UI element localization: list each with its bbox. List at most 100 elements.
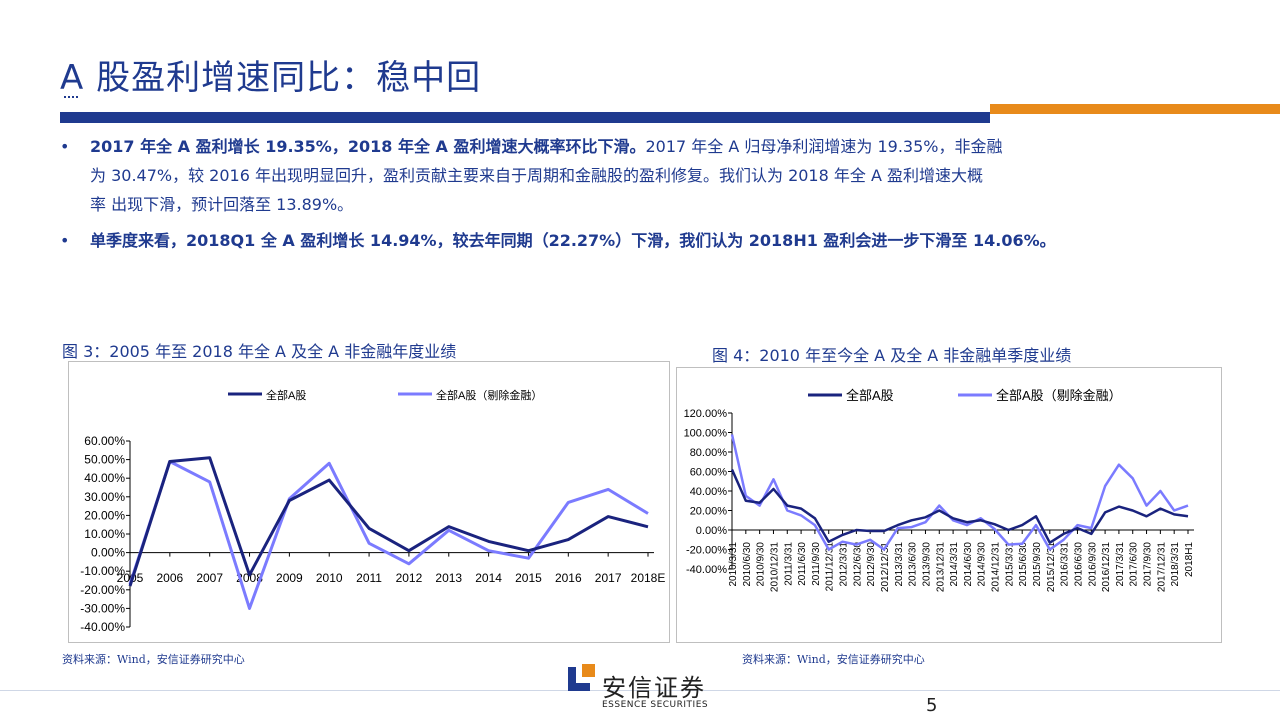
slide-title: A 股盈利增速同比：稳中回: [60, 58, 482, 98]
y-tick-label: 0.00%: [91, 546, 125, 560]
bullet-item-2: • 单季度来看，2018Q1 全 A 盈利增长 14.94%，较去年同期（22.…: [56, 226, 1256, 255]
bullet-1-line-1: 2017 年全 A 盈利增长 19.35%，2018 年全 A 盈利增速大概率环…: [90, 132, 1256, 161]
x-tick-label: 2015/12/31: [1046, 542, 1057, 592]
x-tick-label: 2017/3/31: [1115, 542, 1126, 587]
y-tick-label: 60.00%: [690, 467, 728, 479]
series-line-2: [128, 460, 649, 610]
x-tick-label: 2015: [515, 571, 542, 585]
x-tick-label: 2005: [117, 571, 144, 585]
bullet-2-bold: 单季度来看，2018Q1 全 A 盈利增长 14.94%，较去年同期（22.27…: [90, 231, 1056, 250]
y-tick-label: -40.00%: [686, 564, 727, 576]
x-tick-label: 2012/3/31: [839, 542, 850, 587]
figure4-chart: 120.00% 100.00% 80.00% 60.00% 40.00% 20.00% 0.…: [676, 367, 1222, 643]
x-tick-label: 2013/6/30: [908, 542, 919, 587]
bullet-1-line-2: 为 30.47%，较 2016 年出现明显回升，盈利贡献主要来自于周期和金融股的…: [90, 166, 983, 185]
y-tick-label: 80.00%: [690, 447, 728, 459]
figure3-caption: 图 3：2005 年至 2018 年全 A 及全 A 非金融年度业绩: [62, 342, 457, 361]
y-tick-label: 50.00%: [84, 453, 125, 467]
x-tick-label: 2011/6/30: [797, 542, 808, 586]
y-tick-label: -10.00%: [80, 564, 125, 578]
x-tick-label: 2010: [316, 571, 343, 585]
x-tick-label: 2018/3/31: [1170, 542, 1181, 587]
x-tick-label: 2017/12/31: [1156, 542, 1167, 592]
x-tick-label: 2011/3/31: [783, 542, 794, 586]
x-tick-label: 2010/3/31: [728, 542, 739, 587]
x-tick-label: 2010/9/30: [756, 542, 767, 587]
legend-label-2: 全部A股（剔除金融）: [436, 388, 542, 402]
y-tick-label: 100.00%: [684, 428, 728, 440]
y-tick-label: -30.00%: [80, 601, 125, 615]
x-tick-label: 2013/3/31: [894, 542, 905, 587]
x-tick-label: 2016/9/30: [1087, 542, 1098, 587]
bullet-item-1: • 2017 年全 A 盈利增长 19.35%，2018 年全 A 盈利增速大概…: [56, 132, 1256, 219]
bullet-1-bold: 2017 年全 A 盈利增长 19.35%，2018 年全 A 盈利增速大概率环…: [90, 137, 646, 156]
x-tick-label: 2015/3/31: [1004, 542, 1015, 587]
y-tick-label: -20.00%: [686, 545, 727, 557]
x-tick-label: 2016/12/31: [1101, 542, 1112, 592]
y-tick-label: 10.00%: [84, 527, 125, 541]
x-tick-label: 2011/12/31: [825, 542, 836, 592]
x-tick-label: 2010/6/30: [742, 542, 753, 587]
title-marker: [64, 96, 78, 102]
y-tick-label: 0.00%: [696, 525, 727, 537]
y-tick-label: -40.00%: [80, 620, 125, 634]
figure3-chart: 60.00% 50.00% 40.00% 30.00% 20.00% 10.00% 0.00…: [68, 361, 670, 643]
series-line-1: [730, 468, 1189, 544]
footer-line: [0, 690, 1280, 691]
page-number: 5: [926, 695, 938, 716]
series-line-1: [128, 456, 649, 587]
x-tick-label: 2017/9/30: [1143, 542, 1154, 587]
y-tick-label: 20.00%: [690, 506, 728, 518]
x-tick-label: 2013/9/30: [921, 542, 932, 587]
x-tick-label: 2014: [475, 571, 502, 585]
x-tick-label: 2014/6/30: [963, 542, 974, 587]
x-tick-label: 2016/6/30: [1073, 542, 1084, 587]
series-line-2: [730, 434, 1189, 551]
figure4-caption: 图 4：2010 年至今全 A 及全 A 非金融单季度业绩: [712, 346, 1072, 365]
company-logo-subtitle: ESSENCE SECURITIES: [602, 700, 709, 710]
chart-frame: [676, 367, 1222, 643]
x-tick-label: 2011: [356, 571, 382, 585]
x-tick-label: 2018H1: [1184, 542, 1195, 577]
legend-label-2: 全部A股（剔除金融）: [996, 388, 1122, 403]
y-tick-label: 40.00%: [690, 486, 728, 498]
bullet-dot: •: [60, 137, 70, 156]
company-logo-icon: [568, 664, 595, 691]
legend-label-1: 全部A股: [846, 388, 894, 403]
figure4-source: 资料来源：Wind，安信证券研究中心: [742, 653, 925, 666]
y-tick-label: 30.00%: [84, 490, 125, 504]
x-tick-label: 2013: [435, 571, 462, 585]
x-tick-label: 2010/12/31: [769, 542, 780, 592]
company-logo-name: 安信证券: [602, 674, 706, 702]
x-tick-label: 2014/3/31: [949, 542, 960, 587]
x-tick-label: 2008: [236, 571, 263, 585]
header-bar-orange: [990, 104, 1280, 114]
x-tick-label: 2006: [156, 571, 183, 585]
x-tick-label: 2013/12/31: [935, 542, 946, 592]
x-tick-label: 2018E: [631, 571, 666, 585]
x-tick-label: 2011/9/30: [811, 542, 822, 586]
bullet-dot: •: [60, 231, 70, 250]
x-tick-label: 2016/3/31: [1060, 542, 1071, 587]
x-tick-label: 2012: [396, 571, 423, 585]
x-tick-label: 2014/9/30: [977, 542, 988, 587]
legend-label-1: 全部A股: [266, 388, 306, 402]
x-tick-label: 2015/9/30: [1032, 542, 1043, 587]
x-tick-label: 2012/12/31: [880, 542, 891, 592]
x-tick-label: 2007: [196, 571, 223, 585]
y-tick-label: 20.00%: [84, 508, 125, 522]
x-tick-label: 2017/6/30: [1129, 542, 1140, 587]
y-tick-label: 60.00%: [84, 434, 125, 448]
x-tick-label: 2009: [276, 571, 303, 585]
bullet-list: • 2017 年全 A 盈利增长 19.35%，2018 年全 A 盈利增速大概…: [56, 132, 1256, 255]
x-tick-label: 2016: [555, 571, 582, 585]
x-tick-label: 2012/9/30: [866, 542, 877, 587]
x-tick-label: 2017: [595, 571, 622, 585]
chart-frame: [68, 361, 670, 643]
bullet-1-line-3: 率 出现下滑，预计回落至 13.89%。: [90, 195, 354, 214]
x-tick-label: 2015/6/30: [1018, 542, 1029, 587]
y-tick-label: 120.00%: [684, 408, 728, 420]
figure3-source: 资料来源：Wind，安信证券研究中心: [62, 653, 245, 666]
bullet-1-rest: 2017 年全 A 归母净利润增速为 19.35%，非金融: [645, 137, 1003, 156]
x-tick-label: 2012/6/30: [852, 542, 863, 587]
